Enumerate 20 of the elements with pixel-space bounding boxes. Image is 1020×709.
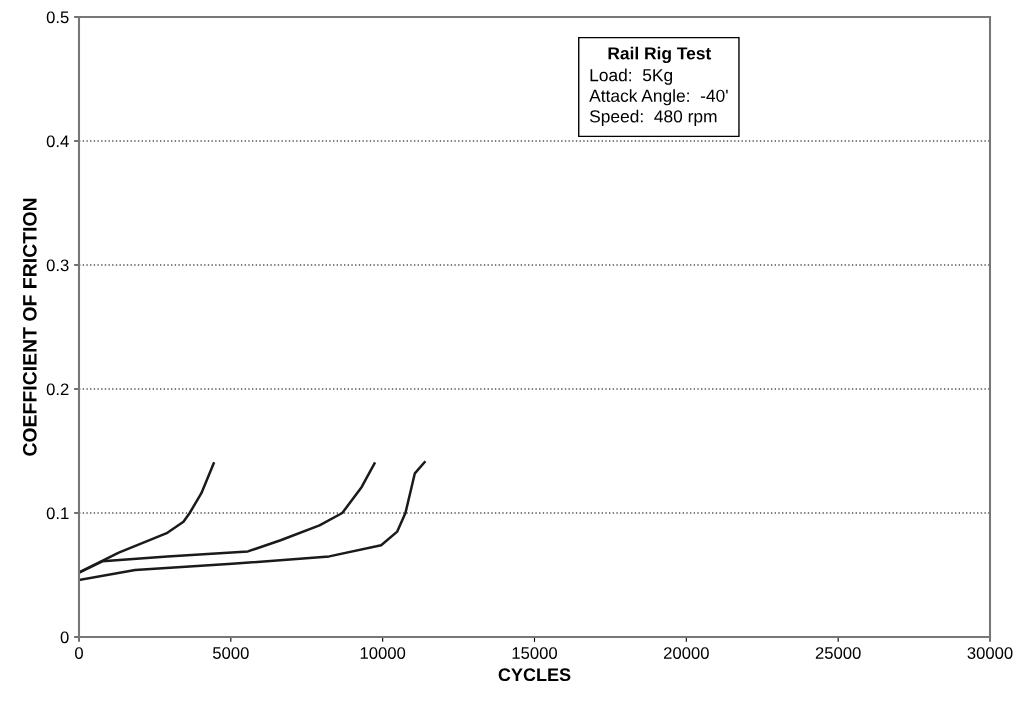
y-tick-label: 0.3 xyxy=(46,259,69,272)
x-axis-title: CYCLES xyxy=(498,668,571,682)
x-tick-label: 5000 xyxy=(212,647,249,659)
x-tick-label: 10000 xyxy=(360,647,406,659)
y-axis-title: COEFFICIENT OF FRICTION xyxy=(22,198,37,456)
x-tick-label: 20000 xyxy=(664,647,709,659)
x-tick-label: 30000 xyxy=(967,647,1013,659)
y-tick-label: 0 xyxy=(60,631,69,644)
y-tick-label: 0.4 xyxy=(46,135,69,148)
y-tick-label: 0.5 xyxy=(46,11,69,24)
line-series xyxy=(79,460,426,582)
x-tick-label: 15000 xyxy=(512,647,558,659)
annotation: Attack Angle: -40' xyxy=(589,89,728,106)
y-tick-label: 0.1 xyxy=(46,507,69,520)
annotation: Rail Rig Test xyxy=(608,46,712,64)
x-tick-label: 25000 xyxy=(815,647,861,659)
annotation: Load: 5Kg xyxy=(590,68,673,85)
x-tick-label: 0 xyxy=(75,647,83,659)
annotation: Speed: 480 rpm xyxy=(589,109,717,126)
y-tick-label: 0.2 xyxy=(46,383,69,396)
